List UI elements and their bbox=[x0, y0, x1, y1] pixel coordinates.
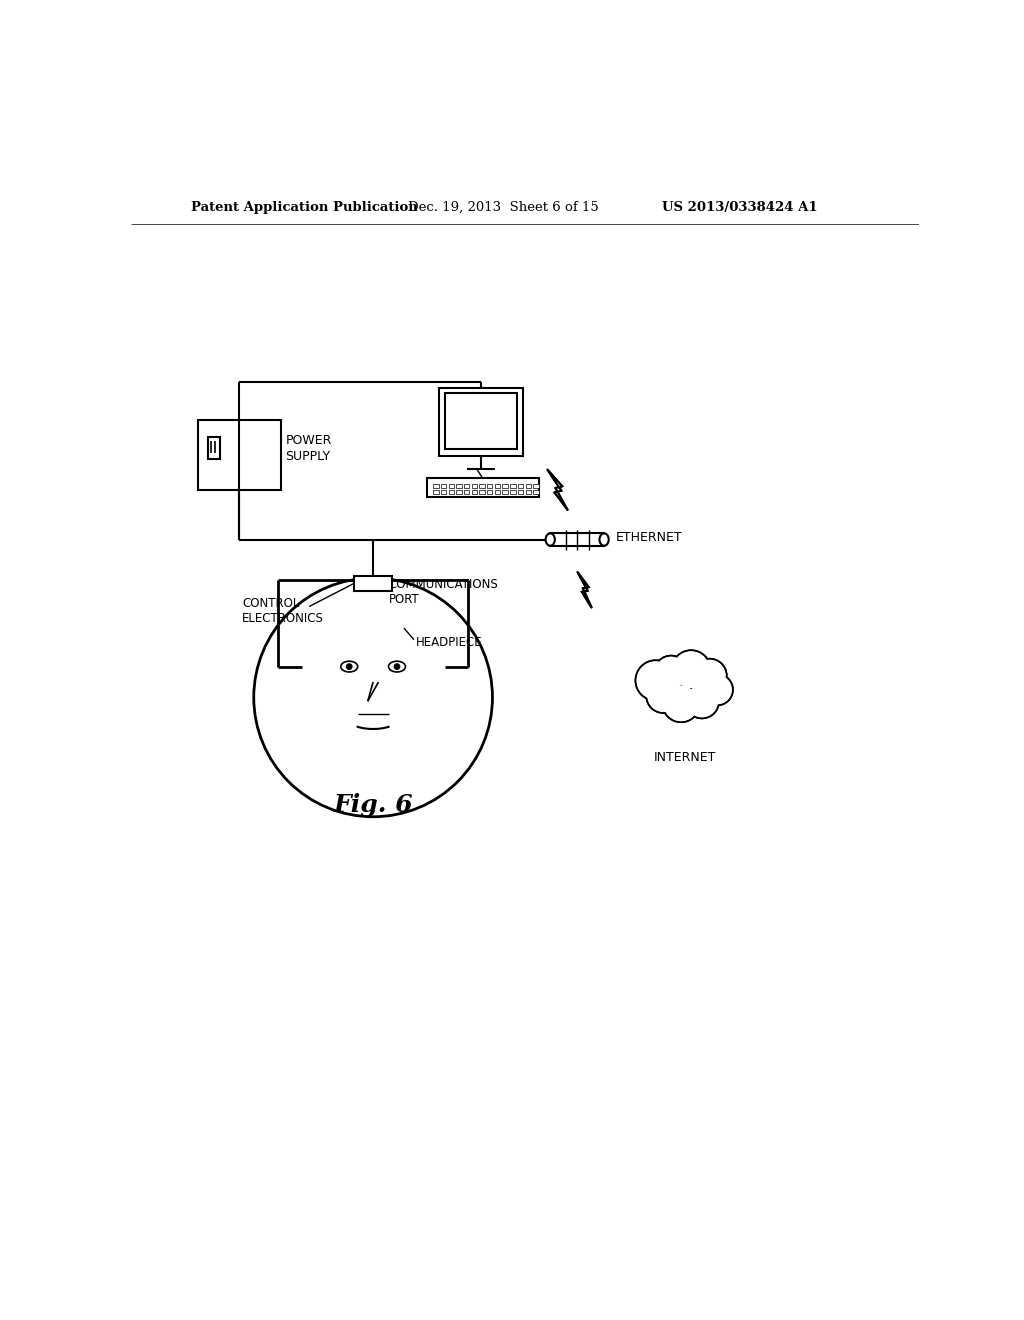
Bar bbox=[510, 484, 515, 488]
Bar bbox=[449, 490, 454, 494]
Text: CONTROL
ELECTRONICS: CONTROL ELECTRONICS bbox=[243, 598, 324, 626]
Circle shape bbox=[685, 684, 719, 718]
Ellipse shape bbox=[388, 661, 406, 672]
Text: Patent Application Publication: Patent Application Publication bbox=[190, 201, 418, 214]
Circle shape bbox=[254, 578, 493, 817]
Text: ETHERNET: ETHERNET bbox=[615, 531, 682, 544]
Ellipse shape bbox=[341, 661, 357, 672]
Circle shape bbox=[703, 676, 731, 704]
Circle shape bbox=[637, 663, 674, 700]
Text: POWER
SUPPLY: POWER SUPPLY bbox=[286, 434, 332, 463]
Bar bbox=[464, 484, 469, 488]
Bar bbox=[518, 484, 523, 488]
Bar bbox=[457, 490, 462, 494]
Bar bbox=[479, 490, 484, 494]
Circle shape bbox=[655, 657, 686, 688]
Bar bbox=[550, 533, 604, 545]
Ellipse shape bbox=[546, 533, 555, 545]
Bar bbox=[438, 388, 523, 455]
Bar bbox=[472, 490, 477, 494]
Circle shape bbox=[672, 651, 711, 689]
Circle shape bbox=[686, 686, 717, 717]
Circle shape bbox=[654, 656, 688, 689]
Bar bbox=[441, 484, 446, 488]
Bar bbox=[518, 490, 523, 494]
Text: Fig. 6: Fig. 6 bbox=[333, 793, 413, 817]
Text: COMMUNICATIONS
PORT: COMMUNICATIONS PORT bbox=[388, 578, 499, 606]
Bar bbox=[503, 484, 508, 488]
Circle shape bbox=[648, 681, 679, 711]
Circle shape bbox=[394, 664, 399, 669]
Ellipse shape bbox=[599, 533, 608, 545]
Text: INTERNET: INTERNET bbox=[653, 751, 716, 764]
Bar bbox=[472, 484, 477, 488]
Circle shape bbox=[646, 678, 680, 713]
Bar bbox=[441, 490, 446, 494]
Text: US 2013/0338424 A1: US 2013/0338424 A1 bbox=[662, 201, 817, 214]
Circle shape bbox=[672, 651, 711, 689]
Circle shape bbox=[665, 686, 698, 721]
Text: HEADPIECE: HEADPIECE bbox=[416, 636, 482, 649]
Bar bbox=[495, 490, 500, 494]
Bar bbox=[525, 490, 531, 494]
Bar bbox=[525, 484, 531, 488]
Circle shape bbox=[646, 678, 680, 713]
Circle shape bbox=[346, 664, 352, 669]
Circle shape bbox=[701, 675, 733, 705]
Circle shape bbox=[694, 660, 725, 692]
Circle shape bbox=[674, 652, 709, 688]
Bar bbox=[534, 490, 539, 494]
Bar bbox=[510, 490, 515, 494]
Bar bbox=[427, 478, 539, 498]
Circle shape bbox=[663, 685, 699, 722]
Circle shape bbox=[685, 684, 719, 718]
Circle shape bbox=[646, 651, 724, 729]
Bar bbox=[487, 484, 493, 488]
Bar bbox=[479, 484, 484, 488]
Bar bbox=[433, 484, 438, 488]
Bar bbox=[457, 484, 462, 488]
Circle shape bbox=[663, 685, 699, 722]
Circle shape bbox=[701, 675, 733, 705]
Bar bbox=[444, 393, 517, 449]
Circle shape bbox=[692, 659, 727, 693]
Bar bbox=[199, 420, 281, 490]
Bar bbox=[495, 484, 500, 488]
Bar bbox=[354, 576, 392, 591]
Bar bbox=[503, 490, 508, 494]
Text: Dec. 19, 2013  Sheet 6 of 15: Dec. 19, 2013 Sheet 6 of 15 bbox=[408, 201, 598, 214]
Circle shape bbox=[636, 660, 676, 701]
Polygon shape bbox=[548, 470, 567, 510]
Circle shape bbox=[654, 656, 688, 689]
Bar bbox=[534, 484, 539, 488]
Bar bbox=[433, 490, 438, 494]
Circle shape bbox=[636, 660, 676, 701]
Circle shape bbox=[692, 659, 727, 693]
Bar bbox=[208, 437, 220, 459]
Bar bbox=[464, 490, 469, 494]
Polygon shape bbox=[578, 572, 592, 607]
Bar bbox=[449, 484, 454, 488]
Bar bbox=[487, 490, 493, 494]
